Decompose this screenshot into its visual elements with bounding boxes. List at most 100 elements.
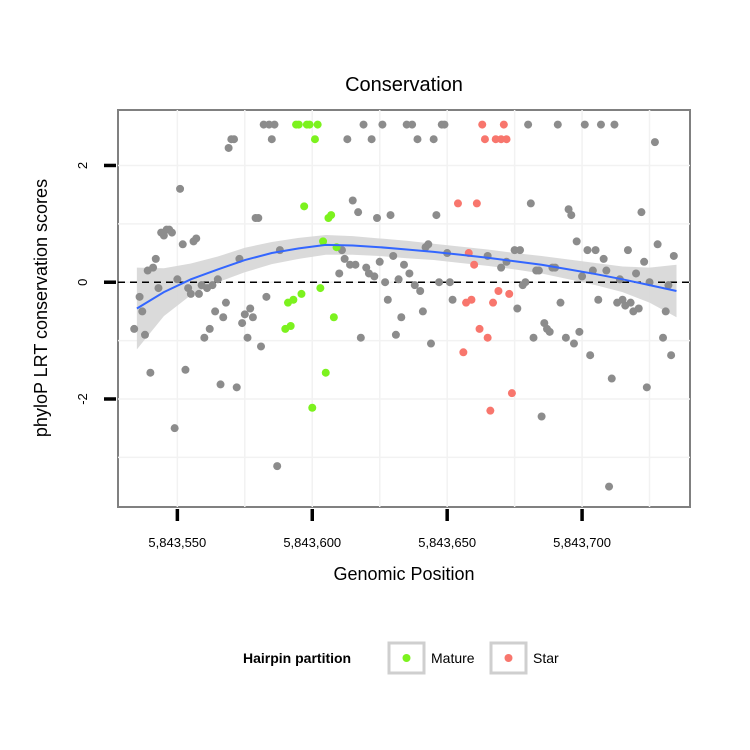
data-point-other — [661, 307, 670, 316]
y-tick-label: -2 — [75, 393, 90, 405]
data-point-other — [561, 333, 570, 342]
data-point-other — [354, 208, 363, 217]
data-point-other — [435, 278, 444, 287]
data-point-star — [486, 406, 495, 415]
data-point-other — [373, 214, 382, 223]
data-point-other — [378, 120, 387, 129]
data-point-star — [467, 295, 476, 304]
data-point-star — [459, 348, 468, 357]
data-point-other — [413, 135, 422, 144]
data-point-other — [257, 342, 265, 351]
data-point-other — [383, 295, 392, 304]
data-point-other — [623, 246, 632, 255]
data-point-star — [499, 120, 508, 129]
data-point-other — [397, 313, 406, 322]
data-point-mature — [313, 120, 322, 129]
data-point-other — [408, 120, 417, 129]
data-point-other — [181, 365, 190, 374]
data-point-star — [494, 286, 503, 295]
data-point-other — [340, 254, 349, 263]
data-point-mature — [316, 284, 325, 293]
data-point-other — [448, 295, 457, 304]
data-point-other — [273, 462, 282, 471]
x-tick-label: 5,843,700 — [553, 535, 611, 550]
legend-key-mature — [387, 641, 426, 675]
legend-label-mature: Mature — [431, 650, 475, 666]
data-point-other — [140, 330, 149, 339]
data-point-mature — [294, 120, 303, 129]
plot-panel — [117, 109, 691, 508]
data-point-other — [607, 374, 616, 383]
y-axis-label: phyloP LRT conservation scores — [31, 179, 51, 437]
data-point-other — [626, 298, 635, 307]
data-point-other — [580, 120, 589, 129]
data-point-other — [194, 289, 203, 298]
data-point-other — [138, 307, 147, 316]
data-point-other — [375, 257, 384, 266]
data-point-star — [475, 324, 484, 333]
data-point-other — [176, 184, 185, 193]
data-point-other — [208, 281, 217, 290]
data-point-other — [596, 120, 605, 129]
data-point-mature — [300, 202, 309, 211]
data-point-star — [502, 135, 511, 144]
data-point-star — [478, 120, 487, 129]
data-point-other — [248, 313, 257, 322]
data-point-other — [200, 333, 209, 342]
data-point-other — [605, 482, 614, 491]
data-point-mature — [305, 120, 314, 129]
data-point-other — [230, 135, 239, 144]
legend-title: Hairpin partition — [243, 650, 351, 666]
data-point-other — [219, 313, 228, 322]
data-point-other — [556, 298, 565, 307]
data-point-other — [537, 412, 546, 421]
data-point-other — [186, 289, 195, 298]
data-point-mature — [289, 295, 298, 304]
data-point-other — [429, 135, 438, 144]
data-point-other — [445, 278, 454, 287]
y-tick-label: 0 — [75, 279, 90, 286]
data-point-mature — [321, 368, 330, 377]
data-point-other — [367, 135, 376, 144]
data-point-other — [569, 339, 578, 348]
data-point-other — [586, 351, 595, 360]
data-point-other — [146, 368, 155, 377]
smooth-line-layer — [136, 243, 677, 310]
data-point-other — [567, 211, 576, 220]
data-point-other — [238, 319, 247, 328]
data-point-other — [405, 269, 414, 278]
data-point-other — [386, 211, 395, 220]
data-point-other — [213, 275, 222, 284]
data-point-other — [599, 254, 608, 263]
data-point-other — [416, 286, 425, 295]
data-point-other — [400, 260, 408, 269]
data-point-other — [211, 307, 220, 316]
data-point-other — [432, 211, 441, 220]
data-point-other — [497, 263, 506, 272]
legend-key-star — [489, 641, 528, 675]
data-point-other — [232, 383, 241, 392]
data-point-mature — [329, 313, 338, 322]
data-point-other — [130, 324, 139, 333]
x-tick-label: 5,843,600 — [283, 535, 341, 550]
data-point-other — [659, 333, 668, 342]
data-point-other — [381, 278, 390, 287]
data-point-mature — [310, 135, 319, 144]
data-point-other — [154, 284, 163, 293]
confidence-band — [136, 234, 677, 350]
data-point-other — [653, 240, 662, 249]
confidence-band-layer — [136, 234, 677, 350]
data-point-other — [669, 251, 678, 260]
data-point-other — [205, 324, 214, 333]
data-point-other — [216, 380, 225, 389]
data-point-other — [632, 269, 641, 278]
data-point-mature — [327, 211, 336, 220]
data-point-star — [472, 199, 481, 208]
data-point-other — [583, 246, 592, 255]
data-point-other — [359, 120, 368, 129]
data-point-other — [521, 278, 530, 287]
chart-title: Conservation — [345, 74, 463, 96]
x-tick-label: 5,843,550 — [148, 535, 206, 550]
data-point-other — [391, 330, 400, 339]
data-point-mature — [286, 322, 295, 331]
